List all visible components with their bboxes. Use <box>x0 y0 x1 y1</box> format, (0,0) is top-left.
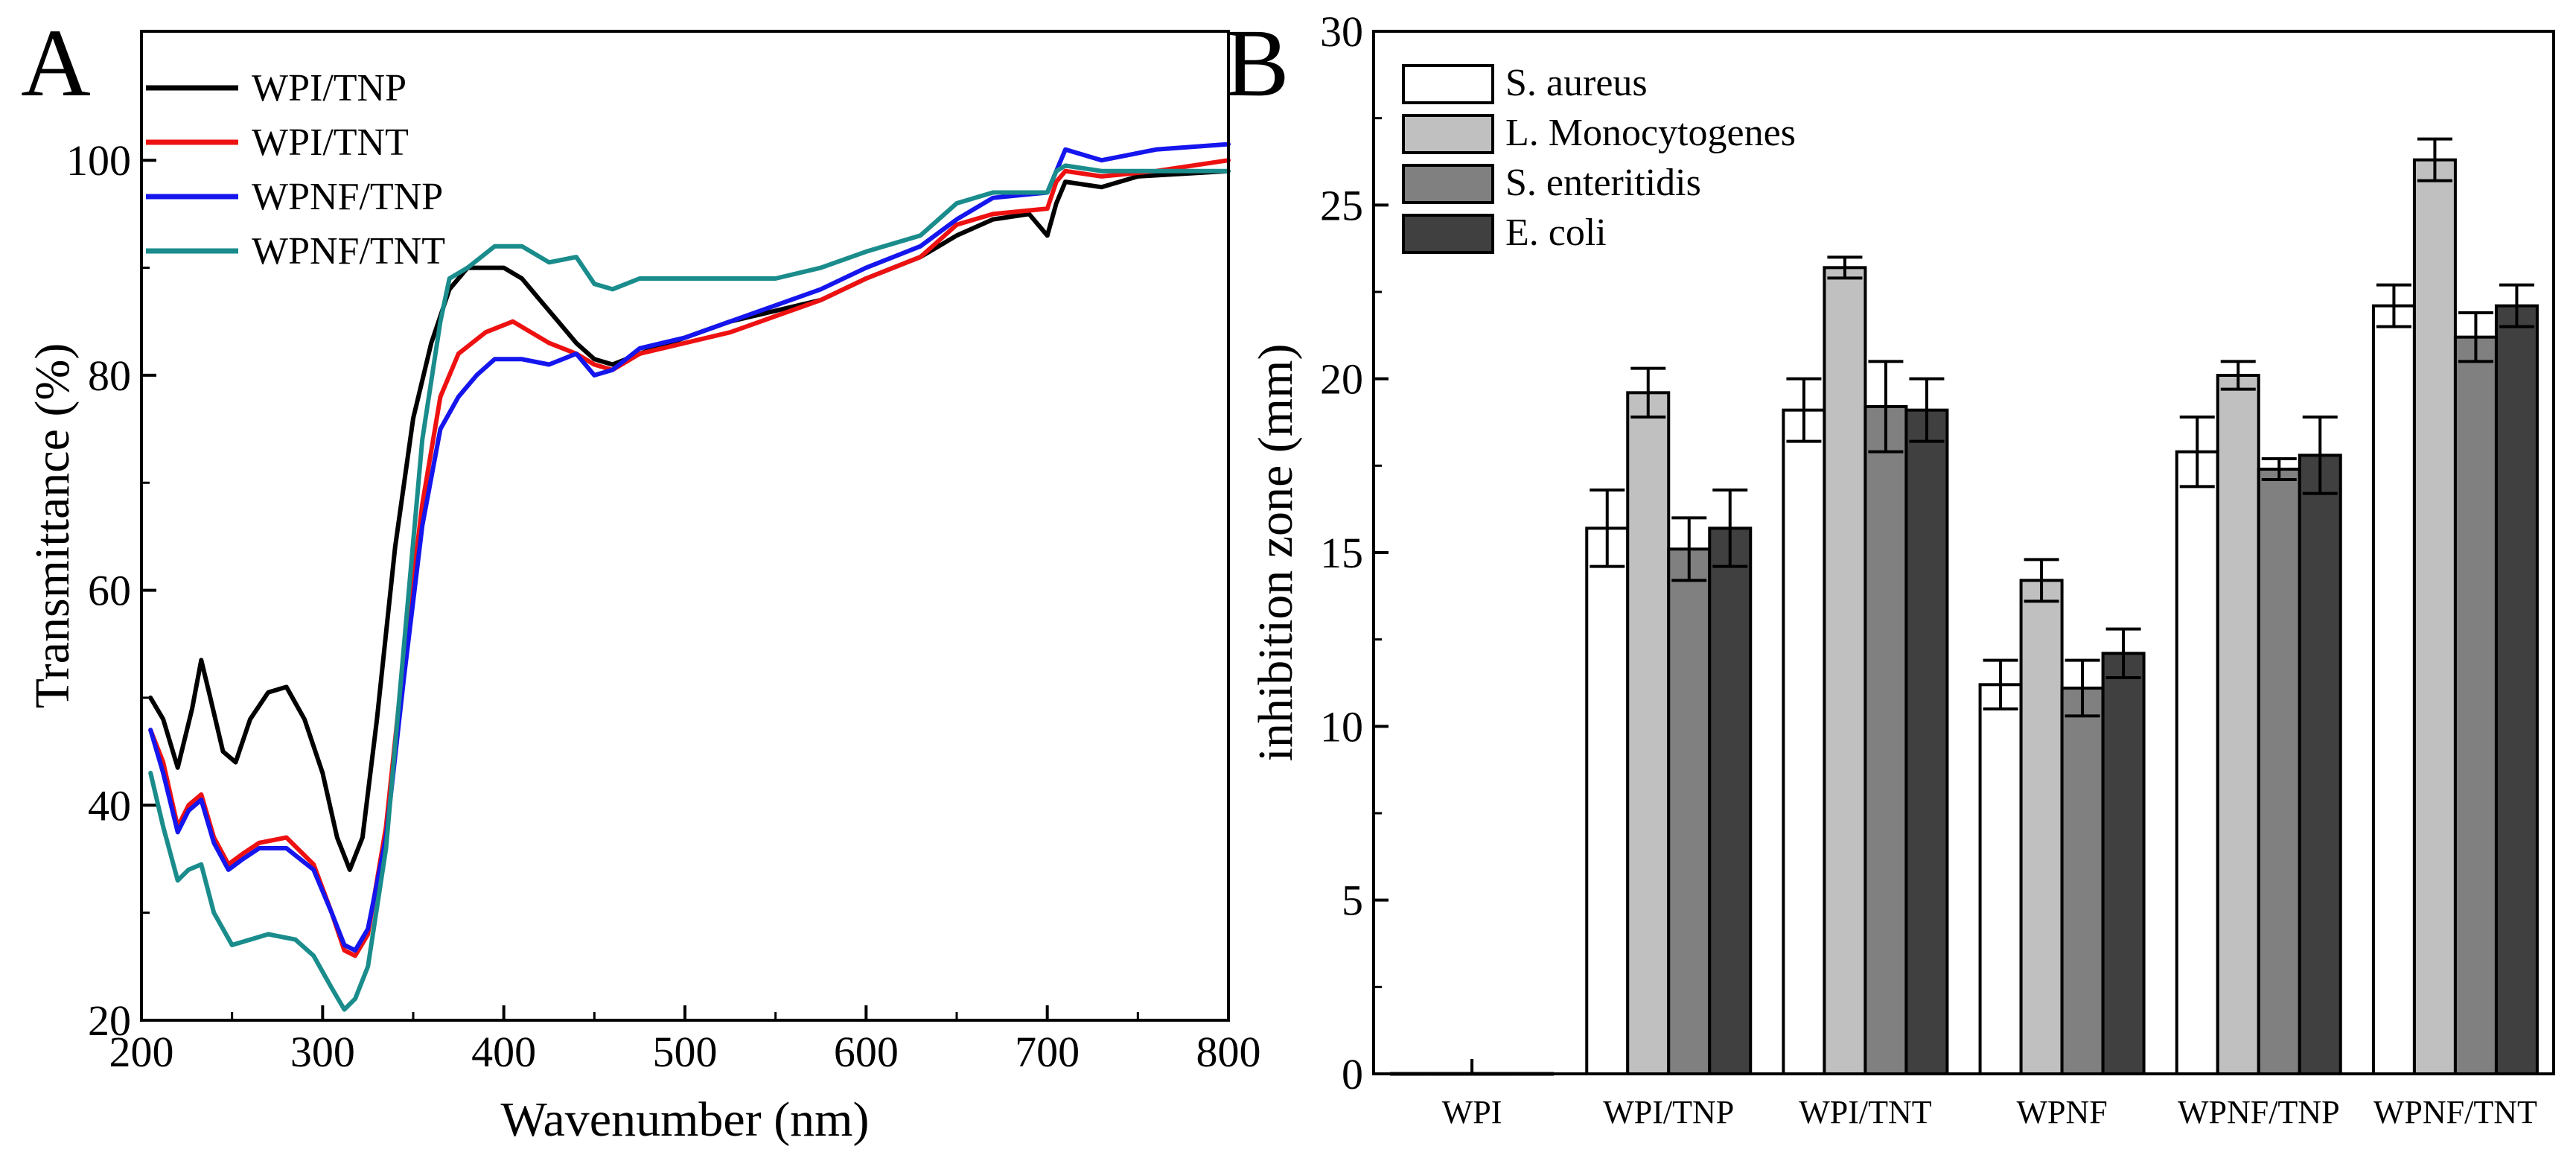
panel-a-line-chart: A 200 300 400 500 600 700 800 20 40 60 80 100 WPI/T… <box>21 10 1261 1147</box>
a-x-tick-label: 300 <box>290 1028 355 1076</box>
b-category-label: WPNF <box>2016 1094 2107 1130</box>
b-y-tick-label: 20 <box>1320 355 1363 404</box>
a-legend-label: WPI/TNP <box>252 67 407 109</box>
b-category-label: WPI/TNT <box>1799 1094 1932 1130</box>
a-x-tick-label: 500 <box>653 1028 718 1076</box>
panel-b-plot-frame <box>1372 30 2555 1075</box>
a-series-line-0 <box>148 168 1231 872</box>
panel-a-legend: WPI/TNP WPI/TNT WPNF/TNP WPNF/TNT <box>146 67 445 273</box>
a-x-tick-label: 200 <box>109 1028 174 1076</box>
panel-b-letter: B <box>1225 10 1289 117</box>
b-bar <box>1585 526 1630 1075</box>
b-category-label: WPI/TNP <box>1603 1094 1734 1130</box>
a-legend-label: WPI/TNT <box>252 121 409 164</box>
b-bar <box>2412 158 2457 1076</box>
panel-b-category-labels: WPI WPI/TNP WPI/TNT WPNF WPNF/TNP WPNF/TNT <box>1442 1094 2537 1130</box>
b-legend-swatch <box>1402 214 1494 254</box>
b-legend-label: E. coli <box>1505 211 1607 254</box>
b-category-label: WPI <box>1442 1094 1502 1130</box>
b-legend-label: S. aureus <box>1505 62 1648 104</box>
b-bar <box>2453 335 2498 1075</box>
b-bar <box>1626 391 1671 1075</box>
b-bar <box>2494 304 2539 1076</box>
b-legend-label: S. enteritidis <box>1505 162 1701 204</box>
b-y-tick-label: 15 <box>1320 529 1363 577</box>
a-legend-label: WPNF/TNP <box>252 176 443 218</box>
panel-a-y-axis-title: Transmittance (%) <box>25 343 80 709</box>
b-legend-swatch <box>1402 164 1494 204</box>
a-y-tick-label: 60 <box>88 567 131 615</box>
a-y-tick-label: 80 <box>88 351 131 400</box>
a-x-tick-label: 700 <box>1015 1028 1080 1076</box>
panel-b-bar-chart: B 0 5 10 15 20 25 30 S. aureus L. Monocytogenes… <box>1225 7 2555 1130</box>
b-bar <box>1782 408 1826 1075</box>
b-y-tick-label: 10 <box>1320 702 1363 751</box>
a-x-tick-label: 600 <box>834 1028 899 1076</box>
panel-a-letter: A <box>21 10 91 117</box>
panel-a-ticks: 200 300 400 500 600 700 800 20 40 60 80 100 <box>66 136 1261 1076</box>
b-bar <box>1708 526 1753 1075</box>
b-y-tick-label: 30 <box>1320 7 1363 56</box>
b-bar <box>2175 450 2219 1075</box>
panel-a-x-axis-title: Wavenumber (nm) <box>501 1092 870 1147</box>
b-bar <box>2216 374 2260 1075</box>
b-legend-label: L. Monocytogenes <box>1505 112 1796 154</box>
panel-a-series-lines <box>148 141 1231 1012</box>
b-bar <box>2257 468 2301 1075</box>
b-bar <box>1667 547 1712 1075</box>
b-bar <box>2019 579 2064 1075</box>
b-bar <box>1978 683 2023 1075</box>
b-bar <box>2371 304 2416 1076</box>
b-bar <box>2298 454 2342 1075</box>
b-y-tick-label: 25 <box>1320 181 1363 229</box>
panel-a-plot-frame <box>140 30 1230 1022</box>
a-series-line-3 <box>148 163 1231 1012</box>
a-series-line-2 <box>148 141 1231 953</box>
b-bar <box>1904 408 1949 1075</box>
panel-b-legend: S. aureus L. Monocytogenes S. enteritidis E… <box>1402 62 1796 254</box>
b-bar <box>1864 405 1908 1075</box>
a-x-tick-label: 400 <box>471 1028 536 1076</box>
panel-b-y-axis-title: inhibition zone (mm) <box>1249 344 1303 762</box>
b-category-label: WPNF/TNP <box>2178 1094 2340 1130</box>
a-y-tick-label: 40 <box>88 781 131 830</box>
b-y-tick-label: 0 <box>1342 1050 1363 1098</box>
b-legend-swatch <box>1402 114 1494 154</box>
b-bar <box>1823 266 1867 1075</box>
a-x-tick-label: 800 <box>1196 1028 1261 1076</box>
b-category-label: WPNF/TNT <box>2373 1094 2537 1130</box>
a-series-line-1 <box>148 158 1231 958</box>
b-bar <box>2101 652 2146 1075</box>
a-legend-label: WPNF/TNT <box>252 230 445 273</box>
b-bar <box>2060 687 2105 1075</box>
a-y-tick-label: 100 <box>66 136 131 185</box>
a-y-tick-label: 20 <box>88 996 131 1045</box>
b-legend-swatch <box>1402 64 1494 104</box>
b-y-tick-label: 5 <box>1342 877 1363 925</box>
